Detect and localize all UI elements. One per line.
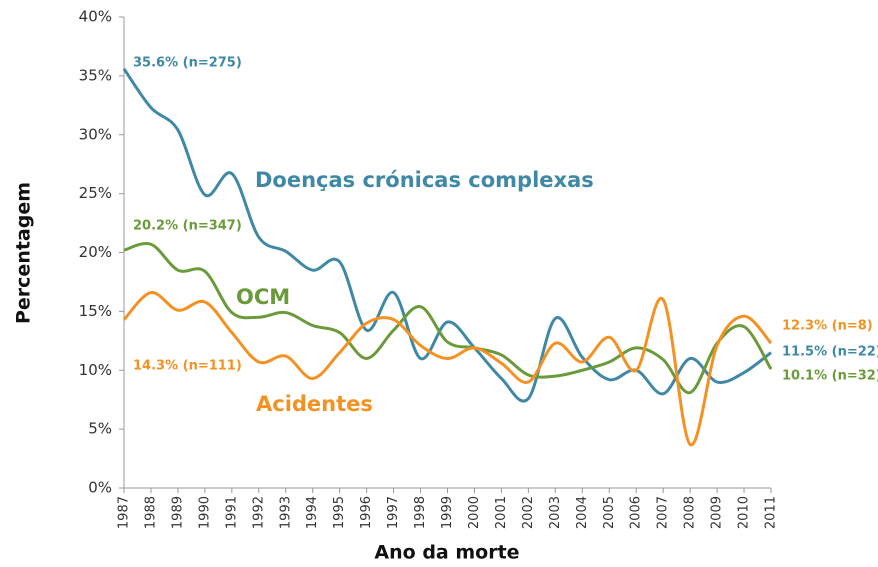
series-label: OCM bbox=[236, 285, 290, 309]
x-axis-title: Ano da morte bbox=[374, 542, 519, 564]
x-tick-label: 2005 bbox=[602, 496, 617, 529]
x-tick-label: 2009 bbox=[710, 496, 725, 529]
x-tick-label: 2001 bbox=[494, 496, 509, 529]
y-tick-label: 10% bbox=[79, 361, 112, 379]
x-tick-label: 1996 bbox=[359, 496, 374, 529]
x-tick-label: 2003 bbox=[548, 496, 563, 529]
x-tick-label: 1997 bbox=[386, 496, 401, 529]
x-tick-label: 2004 bbox=[575, 496, 590, 529]
x-tick-label: 1998 bbox=[413, 496, 428, 529]
series-label: Doenças crónicas complexas bbox=[255, 168, 594, 192]
y-tick-label: 30% bbox=[79, 125, 112, 143]
value-label: 10.1% (n=32) bbox=[782, 369, 878, 384]
x-tick-label: 2006 bbox=[629, 496, 644, 529]
y-tick-label: 25% bbox=[79, 184, 112, 202]
y-axis-title: Percentagem bbox=[13, 182, 35, 324]
x-tick-label: 1999 bbox=[440, 496, 455, 529]
y-tick-label: 35% bbox=[79, 66, 112, 84]
value-label: 12.3% (n=8) bbox=[782, 319, 873, 334]
series-line bbox=[123, 242, 773, 395]
y-tick-label: 40% bbox=[79, 8, 112, 26]
value-label: 35.6% (n=275) bbox=[133, 56, 242, 71]
x-tick-label: 1992 bbox=[251, 496, 266, 529]
y-tick-label: 0% bbox=[88, 479, 112, 497]
x-tick-label: 1988 bbox=[143, 496, 158, 529]
x-tick-label: 2011 bbox=[764, 496, 779, 529]
value-label: 14.3% (n=111) bbox=[133, 359, 242, 374]
x-tick-label: 1991 bbox=[224, 496, 239, 529]
series-line bbox=[122, 291, 773, 446]
x-tick-label: 1987 bbox=[117, 496, 132, 529]
y-tick-label: 20% bbox=[79, 243, 112, 261]
x-tick-label: 2007 bbox=[656, 496, 671, 529]
x-tick-label: 1989 bbox=[170, 496, 185, 529]
y-tick-label: 5% bbox=[88, 420, 112, 438]
x-tick-label: 1995 bbox=[332, 496, 347, 529]
value-label: 11.5% (n=22) bbox=[782, 345, 878, 360]
x-tick-label: 1990 bbox=[197, 496, 212, 529]
x-tick-label: 1993 bbox=[278, 496, 293, 529]
x-tick-label: 2000 bbox=[467, 496, 482, 529]
x-tick-label: 2002 bbox=[521, 496, 536, 529]
series-line bbox=[122, 67, 772, 403]
value-label: 20.2% (n=347) bbox=[133, 219, 242, 234]
x-tick-label: 1994 bbox=[305, 496, 320, 529]
x-tick-label: 2010 bbox=[737, 496, 752, 529]
y-tick-label: 15% bbox=[79, 302, 112, 320]
x-tick-label: 2008 bbox=[683, 496, 698, 529]
series-label: Acidentes bbox=[256, 392, 373, 416]
